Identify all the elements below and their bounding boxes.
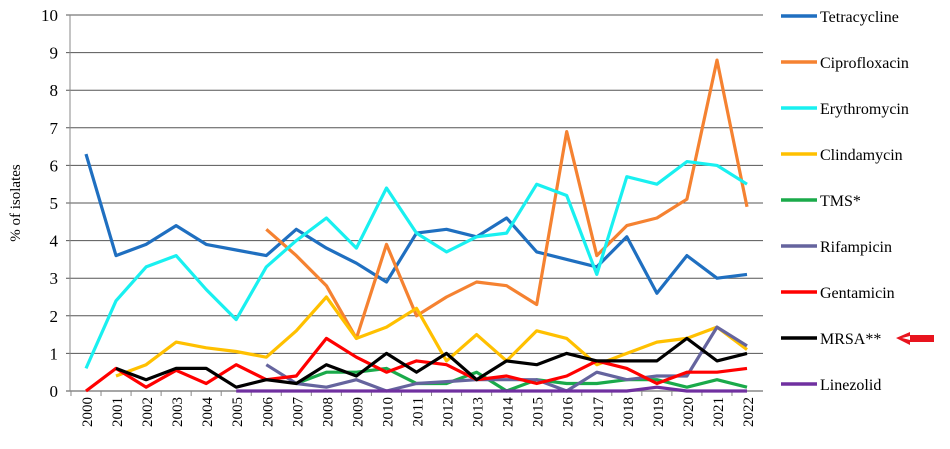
legend-item: Tetracycline [781,9,899,26]
x-tick-label: 2022 [741,397,757,427]
legend-item: Rifampicin [781,239,892,256]
x-axis: 2000 2001 2002 2003 2004 2005 2006 2007 2008 2009… [70,391,757,428]
y-tick-label: 7 [50,119,59,138]
x-tick-label: 2011 [411,397,427,426]
x-tick-label: 2004 [200,397,216,428]
legend-item: Gentamicin [781,285,895,302]
series-line-clindamycin [115,295,748,378]
x-tick-label: 2016 [561,397,577,428]
series-line-linezolid [236,385,747,393]
x-tick-label: 2019 [651,397,667,427]
x-tick-label: 2006 [260,397,276,428]
x-tick-label: 2008 [320,397,336,427]
y-tick-label: 5 [50,194,59,213]
x-tick-label: 2000 [80,397,96,427]
x-tick-label: 2010 [380,397,396,427]
x-tick-label: 2020 [681,397,697,427]
series-lines [84,58,749,393]
legend-item: Erythromycin [781,101,909,118]
x-tick-label: 2013 [471,397,487,427]
legend-item: TMS* [781,193,861,210]
legend-label: Rifampicin [820,239,892,256]
x-tick-label: 2014 [501,397,517,428]
x-tick-label: 2012 [441,397,457,427]
legend-label: TMS* [820,193,861,210]
y-axis: 0 1 2 3 4 5 6 7 8 9 10 [41,6,59,401]
y-tick-label: 1 [50,344,59,363]
y-axis-label: % of isolates [8,164,24,242]
legend-label: Ciprofloxacin [820,55,909,72]
series-line-ciprofloxacin [265,58,749,340]
legend-label: Tetracycline [820,9,899,26]
x-tick-label: 2009 [350,397,366,427]
y-tick-label: 2 [50,307,59,326]
y-tick-label: 0 [50,382,59,401]
legend-item: Linezolid [781,377,881,394]
y-tick-label: 3 [50,269,59,288]
gridlines [66,14,763,392]
red-arrow-icon [896,332,934,345]
series-line-tetracycline [84,153,748,295]
legend-label: Gentamicin [820,285,895,302]
legend-label: Linezolid [820,377,881,394]
series-line-mrsa [115,336,748,389]
x-tick-label: 2015 [531,397,547,427]
x-tick-label: 2021 [711,397,727,427]
x-tick-label: 2017 [591,397,607,428]
x-tick-label: 2005 [230,397,246,427]
legend-item: MRSA** [781,331,881,348]
legend: Tetracycline Ciprofloxacin Erythromycin Cli… [781,9,934,394]
x-tick-label: 2007 [290,397,306,428]
arrow-highlight [902,336,910,340]
x-tick-label: 2018 [621,397,637,427]
x-tick-label: 2001 [110,397,126,427]
legend-item: Clindamycin [781,147,903,164]
x-tick-label: 2002 [140,397,156,427]
x-tick-label: 2003 [170,397,186,427]
y-tick-label: 10 [41,6,58,25]
y-tick-label: 6 [50,156,59,175]
y-tick-label: 8 [50,81,59,100]
y-tick-label: 4 [50,232,59,251]
y-tick-label: 9 [50,44,59,63]
series-line-gentamicin [85,336,748,393]
legend-label: Clindamycin [820,147,903,164]
legend-label: Erythromycin [820,101,909,118]
series-line-rifampicin [265,325,748,393]
legend-label: MRSA** [820,331,881,348]
series-line-tms [295,366,748,393]
series-line-erythromycin [84,160,748,370]
legend-item: Ciprofloxacin [781,55,909,72]
